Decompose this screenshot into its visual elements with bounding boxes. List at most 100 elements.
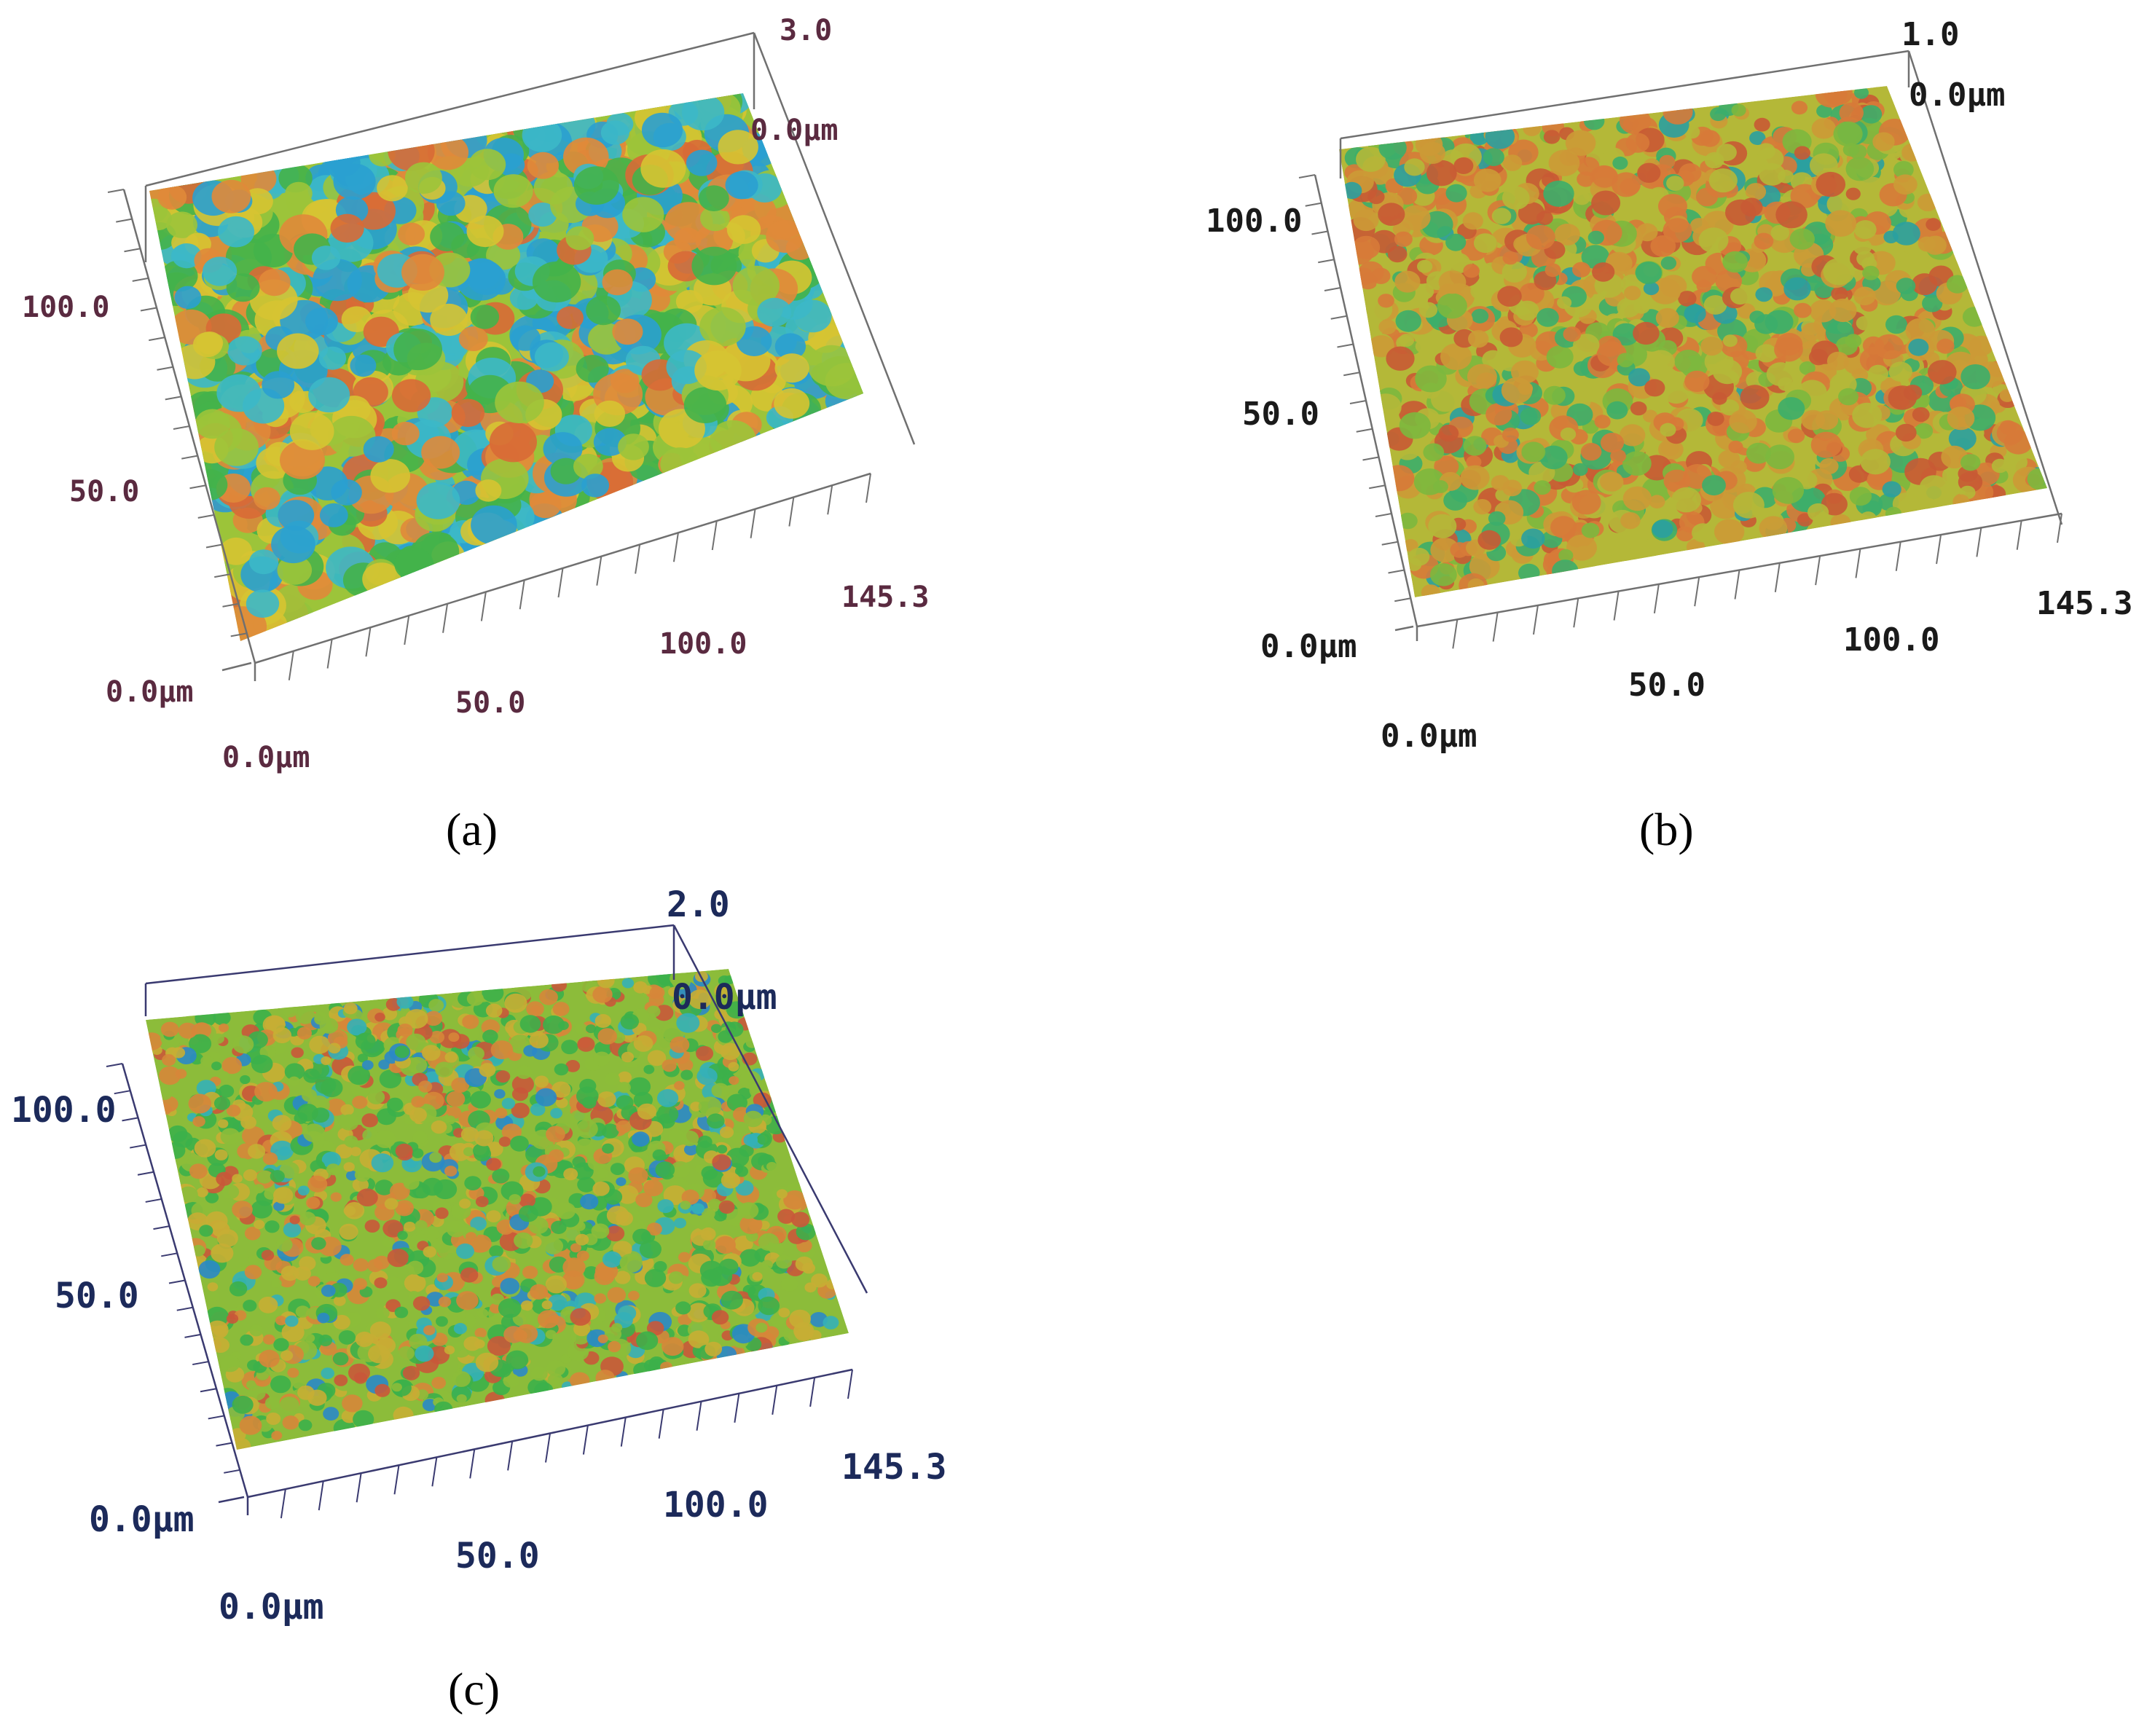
panel-c-surface-feature [323,1407,339,1421]
panel-c-surface-feature [321,1367,335,1379]
panel-c-surface-feature [319,1018,339,1034]
panel-c-surface-feature [289,1215,300,1225]
panel-a-surface-feature [195,409,230,439]
panel-b-surface-feature [1471,308,1489,323]
panel-c-surface-feature [248,1255,259,1265]
panel-b-surface-feature [1483,148,1504,167]
panel-a-y-tick-mark [157,366,173,371]
panel-a-z-max: 3.0 [780,14,832,47]
panel-c-surface-feature [657,1199,674,1214]
panel-c-surface-feature [463,1147,474,1157]
panel-b-surface-feature [1637,162,1661,183]
panel-a-surface-feature [699,307,746,347]
panel-c-surface-feature [200,1055,214,1067]
panel-c-surface-feature [428,1346,450,1364]
panel-c-surface-feature [582,1096,597,1109]
panel-c-y-tick-mark [130,1144,146,1149]
panel-a-surface-feature [493,174,533,208]
panel-c-surface-feature [251,1200,272,1219]
panel-c-surface-feature [690,1101,702,1112]
panel-c-y-origin: 0.0µm [89,1499,195,1540]
panel-c-surface-feature [333,1314,350,1330]
panel-b-surface-feature [1816,171,1846,197]
panel-b-surface-feature [1712,358,1743,385]
panel-c-surface-feature [555,1202,576,1219]
panel-c-surface-feature [271,1431,283,1440]
panel-c-surface-feature [397,1230,408,1241]
panel-c-surface-feature [717,1144,728,1154]
panel-b-surface-feature [1406,558,1422,571]
panel-c-surface-feature [709,1266,733,1287]
panel-a-surface-feature [341,306,372,333]
panel-c-surface-feature [646,1005,661,1018]
panel-b-surface-feature [1539,445,1568,470]
panel-c-surface-feature [346,1170,358,1181]
panel-b-labels: 1.0 0.0µm 100.0 50.0 0.0µm 0.0µm 50.0 10… [1206,16,2132,755]
panel-b-surface-feature [1689,218,1709,234]
panel-c-surface-feature [221,1056,242,1075]
panel-c-surface-feature [791,1211,810,1228]
panel-b-surface-feature [1872,132,1895,152]
panel-c-surface-feature [272,1115,292,1131]
panel-c-surface-feature [711,1310,729,1325]
panel-c-surface-feature [317,1313,330,1324]
panel-b-x-tick-mark [1936,534,1942,565]
panel-c-surface-feature [546,1360,566,1377]
panel-b-surface-feature [1888,361,1912,382]
panel-c-surface-feature [489,1245,503,1257]
panel-c-surface-feature [721,1290,743,1310]
panel-c-x-tick-mark [847,1369,853,1399]
panel-c-surface-feature [572,1156,586,1168]
panel-b-surface-feature [1756,143,1775,160]
panel-c-surface-feature [576,1138,594,1154]
panel-b-surface-feature [1536,307,1559,327]
panel-c-surface-feature [211,1244,234,1263]
panel-b-surface-feature [1394,270,1421,293]
panel-c-surface-feature [361,1113,378,1128]
panel-c-surface-feature [287,1367,299,1378]
panel-c-surface-feature [698,1096,722,1117]
panel-a-y-tick-mark [189,484,206,490]
panel-c-surface-feature [321,1078,343,1098]
panel-b-y-tick-mark [1356,428,1373,433]
panel-b-surface-feature [1399,412,1431,439]
panel-b-surface-feature [1809,153,1838,178]
panel-c-surface-feature [264,1397,280,1410]
panel-c-labels: 2.0 0.0µm 100.0 50.0 0.0µm 0.0µm 50.0 10… [11,884,947,1627]
panel-c-surface-feature [602,1143,614,1154]
panel-c-surface-feature [431,1376,447,1389]
panel-c-surface-feature [303,1068,321,1083]
panel-b-surface-feature [1885,506,1902,521]
panel-c-surface-feature [680,1130,699,1147]
panel-b-surface-feature [1662,380,1691,404]
panel-c-x-tick-mark [318,1480,324,1511]
panel-b-surface-feature [1801,409,1826,431]
panel-c-y-tick-mark [145,1198,162,1203]
panel-c-surface-feature [456,1394,467,1403]
panel-b-y-tick-mark [1394,597,1411,602]
panel-c-surface-feature [470,1091,491,1109]
panel-c-ticks [106,1063,853,1519]
panel-a-y-tick-mark [107,189,125,193]
panel-b-surface-feature [1453,157,1474,174]
panel-b-surface-feature [1765,310,1794,334]
panel-c-surface-feature [279,1397,299,1414]
panel-c-surface-feature [688,1330,710,1348]
panel-c-surface-feature [239,1415,262,1435]
panel-a-surface-feature [249,549,278,575]
panel-b-surface-feature [1892,221,1920,246]
panel-c-surface-feature [456,1291,479,1311]
panel-c-surface-feature [374,1130,396,1148]
panel-c-surface-feature [412,1296,431,1311]
panel-c-surface-feature [379,1069,401,1088]
panel-a-surface-feature [718,130,758,165]
panel-c-surface-feature [219,1023,229,1032]
panel-c-x-tick-mark [469,1449,476,1479]
panel-c-surface-feature [446,1220,467,1238]
panel-a-surface-feature [149,206,172,231]
panel-b-surface-feature [1534,480,1551,495]
panel-c-surface-feature [776,1254,793,1269]
panel-b-surface-feature [1853,239,1872,255]
panel-c-surface-feature [285,1315,299,1327]
